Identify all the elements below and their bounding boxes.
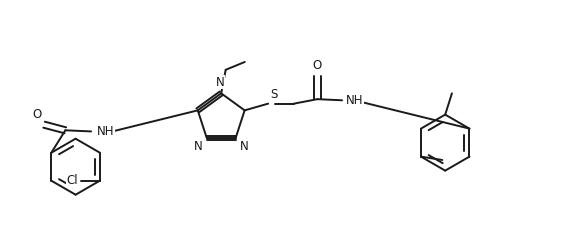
Text: N: N [216,76,225,89]
Text: NH: NH [345,94,363,107]
Text: N: N [239,140,248,153]
Text: N: N [194,140,203,153]
Text: NH: NH [97,125,115,138]
Text: O: O [313,59,322,72]
Text: S: S [270,88,277,101]
Text: Cl: Cl [66,174,78,187]
Text: O: O [32,108,42,121]
